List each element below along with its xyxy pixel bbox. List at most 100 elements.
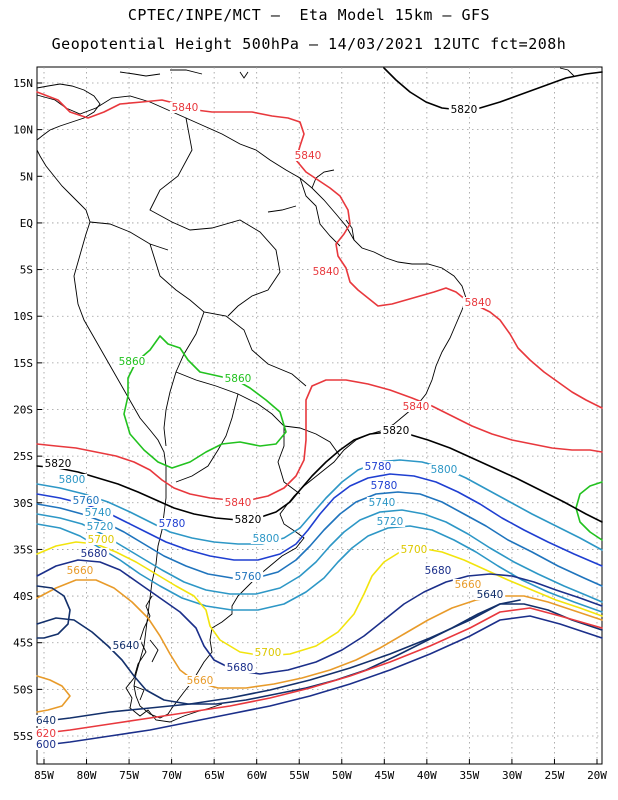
lat-label: 50S [13, 683, 33, 696]
contour-label: 5800 [253, 533, 280, 545]
lon-label: 75W [119, 769, 139, 782]
contour-label-bg [222, 373, 254, 384]
lat-label: 40S [13, 590, 33, 603]
contour-label-bg [474, 589, 506, 600]
lat-label: EQ [20, 217, 33, 230]
contour-label-bg [374, 516, 406, 527]
contour-label: 5680 [227, 662, 254, 674]
lon-label: 30W [502, 769, 522, 782]
contour-label: 5840 [225, 497, 252, 509]
contour-label-bg [362, 461, 394, 472]
lat-label: 5N [20, 170, 33, 183]
contour-label: 5680 [81, 548, 108, 560]
contour-label: 5820 [451, 104, 478, 116]
contour-label: 5820 [235, 514, 262, 526]
lon-label: 25W [545, 769, 565, 782]
contour-label: 5720 [377, 516, 404, 528]
contour-label-bg [156, 518, 188, 529]
contour-5840-south [36, 379, 603, 501]
contour-label: 5780 [159, 518, 186, 530]
contour-label-bg [222, 497, 254, 508]
contour-5620 [36, 607, 603, 735]
lon-label: 60W [247, 769, 267, 782]
longitude-labels: 85W 80W 75W 70W 65W 60W 55W 50W 45W 40W 35W 30W 25W 2… [34, 769, 607, 782]
contour-label: 600 [36, 739, 56, 751]
contour-5820-north [383, 67, 603, 111]
contour-label-bg [78, 548, 110, 559]
country-borders [89, 117, 355, 495]
contour-label: 5720 [87, 521, 114, 533]
contour-label: 5820 [45, 458, 72, 470]
contour-5640-far-south [36, 599, 521, 723]
contour-5860-inland [123, 335, 287, 469]
contour-label: 5660 [455, 579, 482, 591]
lat-label: 35S [13, 543, 33, 556]
contour-label-bg [184, 675, 216, 686]
contour-label-bg [448, 104, 480, 115]
contour-label-bg [452, 579, 484, 590]
contour-label-bg [116, 356, 148, 367]
contour-label-bg [380, 425, 412, 436]
contour-label: 5860 [119, 356, 146, 368]
contour-label-bg [368, 480, 400, 491]
contour-label-bg [428, 464, 460, 475]
lon-label: 45W [374, 769, 394, 782]
lat-label: 10S [13, 310, 33, 323]
contour-label: 5840 [295, 150, 322, 162]
lat-label: 20S [13, 404, 33, 417]
contour-label-bg [56, 474, 88, 485]
contour-label-bg [462, 297, 494, 308]
contour-label-bg [232, 571, 264, 582]
contour-label: 5840 [465, 297, 492, 309]
contour-5760 [36, 491, 603, 587]
central-america [36, 83, 101, 141]
contour-label: 5840 [172, 102, 199, 114]
contour-label-bg [70, 495, 102, 506]
contour-label: 5760 [73, 495, 100, 507]
contour-label-bg [64, 565, 96, 576]
contour-labels: 5840 5840 5840 5840 5840 5840 5820 5820 5820 5820… [34, 102, 506, 751]
lat-label: 25S [13, 450, 33, 463]
contour-label: 5800 [431, 464, 458, 476]
contour-label-bg [398, 544, 430, 555]
lat-label: 45S [13, 637, 33, 650]
lat-label: 15S [13, 357, 33, 370]
contour-label-bg [42, 458, 74, 469]
contour-5720 [36, 523, 603, 613]
contour-5740 [36, 509, 603, 603]
contour-label-bg [400, 401, 432, 412]
lat-label: 5S [20, 264, 33, 277]
map-title: CPTEC/INPE/MCT – Eta Model 15km – GFS [127, 6, 491, 24]
coastlines-and-borders [36, 67, 575, 723]
contour-label: 5840 [313, 266, 340, 278]
chile-coast-islands [125, 595, 223, 723]
contour-label: 5700 [88, 534, 115, 546]
contour-label: 5780 [371, 480, 398, 492]
contour-5700 [36, 541, 603, 657]
lon-label: 80W [77, 769, 97, 782]
lon-label: 55W [289, 769, 309, 782]
contour-5800 [36, 459, 603, 551]
contour-label-bg [224, 662, 256, 673]
contour-label-bg [34, 715, 58, 726]
height-contours [36, 67, 603, 747]
contour-5640-west-loop [36, 585, 71, 639]
contour-label: 5660 [187, 675, 214, 687]
contour-label: 640 [36, 715, 56, 727]
lat-label: 55S [13, 730, 33, 743]
lon-label: 85W [34, 769, 54, 782]
contour-label-bg [292, 150, 324, 161]
lat-label: 30S [13, 497, 33, 510]
contour-label: 5640 [477, 589, 504, 601]
contour-label-bg [84, 521, 116, 532]
contour-label-bg [169, 102, 201, 113]
contour-label-bg [252, 647, 284, 658]
axis-ticks [37, 82, 598, 764]
lat-label: 15N [13, 77, 33, 90]
lat-label: 10N [13, 124, 33, 137]
contour-label-bg [85, 534, 117, 545]
contour-5680 [36, 559, 603, 675]
contour-label: 5860 [225, 373, 252, 385]
lon-label: 65W [204, 769, 224, 782]
